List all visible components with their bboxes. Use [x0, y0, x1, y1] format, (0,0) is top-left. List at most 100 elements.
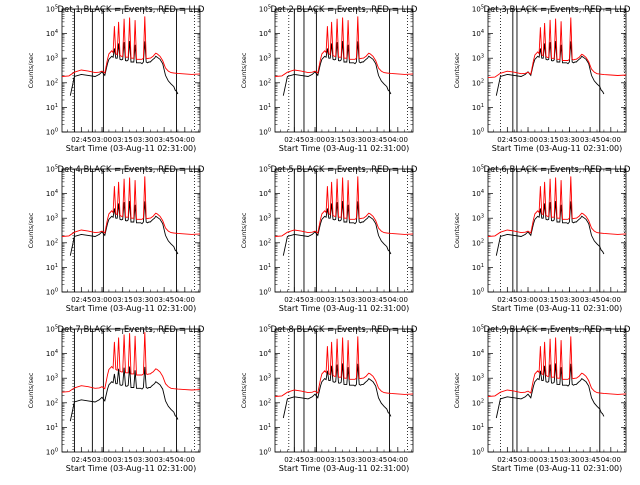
x-tick-label: 03:30 — [346, 136, 366, 144]
x-axis-label: Start Time (03-Aug-11 02:31:00) — [66, 304, 197, 313]
x-axis-label: Start Time (03-Aug-11 02:31:00) — [66, 144, 197, 153]
y-tick-label: 102 — [259, 398, 271, 407]
plot-frame — [61, 168, 201, 293]
y-axis-label: Counts/sec — [240, 372, 248, 408]
panel-det-1: 100 101 102 103 104 105 02:45 03:00 03:15 03:30 03… — [27, 5, 205, 154]
panel-title: Det 2 BLACK = Events, RED = LLD — [271, 5, 418, 15]
series-line-events — [69, 200, 179, 256]
x-tick-label: 02:45 — [497, 456, 517, 464]
x-tick-label: 03:00 — [518, 456, 538, 464]
x-tick-label: 03:00 — [92, 136, 112, 144]
y-tick-label: 105 — [472, 165, 484, 174]
y-tick-label: 100 — [259, 288, 271, 297]
y-axis-label: Counts/sec — [453, 52, 461, 88]
panel-det-9: 100 101 102 103 104 105 02:45 03:00 03:15 03:30 03… — [453, 325, 631, 474]
x-tick-label: 03:30 — [133, 296, 153, 304]
x-tick-label: 03:45 — [154, 456, 174, 464]
panel-det-3: 100 101 102 103 104 105 02:45 03:00 03:15 03:30 03… — [453, 5, 631, 154]
y-axis-label: Counts/sec — [453, 372, 461, 408]
series-line-lld — [62, 332, 200, 393]
y-tick-label: 103 — [259, 214, 271, 223]
x-axis-label: Start Time (03-Aug-11 02:31:00) — [279, 304, 410, 313]
y-tick-label: 104 — [46, 29, 58, 38]
x-tick-label: 03:45 — [154, 136, 174, 144]
y-axis-label: Counts/sec — [240, 212, 248, 248]
panel-title: Det 4 BLACK = Events, RED = LLD — [58, 165, 205, 175]
y-tick-label: 101 — [46, 263, 58, 272]
x-tick-label: 04:00 — [175, 456, 195, 464]
plot-frame — [487, 8, 627, 133]
y-tick-label: 103 — [46, 214, 58, 223]
y-tick-label: 100 — [46, 448, 58, 457]
x-tick-label: 03:15 — [326, 296, 346, 304]
x-tick-label: 03:45 — [580, 456, 600, 464]
panel-title: Det 1 BLACK = Events, RED = LLD — [58, 5, 205, 15]
y-axis-label: Counts/sec — [27, 52, 35, 88]
y-tick-label: 104 — [46, 189, 58, 198]
y-tick-label: 103 — [259, 374, 271, 383]
panel-title: Det 3 BLACK = Events, RED = LLD — [484, 5, 631, 15]
x-tick-label: 03:15 — [113, 136, 133, 144]
panel-det-7: 100 101 102 103 104 105 02:45 03:00 03:15 03:30 03… — [27, 325, 205, 474]
y-tick-label: 103 — [472, 214, 484, 223]
y-tick-label: 102 — [472, 78, 484, 87]
y-tick-label: 100 — [259, 128, 271, 137]
x-tick-label: 03:45 — [367, 456, 387, 464]
panel-title: Det 9 BLACK = Events, RED = LLD — [484, 325, 631, 335]
y-tick-label: 102 — [472, 238, 484, 247]
series-line-lld — [275, 16, 413, 77]
y-tick-label: 103 — [472, 374, 484, 383]
panel-det-4: 100 101 102 103 104 105 02:45 03:00 03:15 03:30 03… — [27, 165, 205, 314]
y-tick-label: 102 — [472, 398, 484, 407]
y-tick-label: 101 — [472, 423, 484, 432]
series-line-lld — [62, 176, 200, 237]
y-tick-label: 102 — [259, 78, 271, 87]
y-tick-label: 101 — [472, 103, 484, 112]
x-tick-label: 02:45 — [284, 456, 304, 464]
x-tick-label: 03:30 — [133, 136, 153, 144]
plot-frame — [274, 168, 414, 293]
plot-frame — [274, 8, 414, 133]
x-tick-label: 03:00 — [305, 296, 325, 304]
x-tick-label: 03:15 — [113, 456, 133, 464]
y-tick-label: 104 — [472, 349, 484, 358]
y-tick-label: 101 — [259, 263, 271, 272]
plot-frame — [487, 168, 627, 293]
x-tick-label: 03:45 — [580, 296, 600, 304]
y-tick-label: 102 — [46, 238, 58, 247]
x-tick-label: 03:15 — [539, 136, 559, 144]
x-tick-label: 03:45 — [154, 296, 174, 304]
x-tick-label: 03:00 — [305, 456, 325, 464]
x-tick-label: 03:00 — [518, 296, 538, 304]
y-tick-label: 100 — [472, 288, 484, 297]
panel-title: Det 7 BLACK = Events, RED = LLD — [58, 325, 205, 335]
y-tick-label: 105 — [46, 165, 58, 174]
panel-title: Det 6 BLACK = Events, RED = LLD — [484, 165, 631, 175]
x-tick-label: 03:15 — [113, 296, 133, 304]
y-tick-label: 105 — [472, 325, 484, 334]
x-tick-label: 02:45 — [284, 136, 304, 144]
x-axis-label: Start Time (03-Aug-11 02:31:00) — [66, 464, 197, 473]
y-tick-label: 100 — [472, 128, 484, 137]
y-tick-label: 103 — [259, 54, 271, 63]
x-tick-label: 04:00 — [601, 456, 621, 464]
y-axis-label: Counts/sec — [27, 372, 35, 408]
x-tick-label: 04:00 — [601, 296, 621, 304]
y-tick-label: 100 — [259, 448, 271, 457]
y-tick-label: 101 — [259, 423, 271, 432]
y-tick-label: 100 — [46, 128, 58, 137]
y-axis-label: Counts/sec — [27, 212, 35, 248]
y-tick-label: 103 — [46, 374, 58, 383]
y-tick-label: 101 — [46, 103, 58, 112]
x-tick-label: 04:00 — [388, 456, 408, 464]
y-tick-label: 103 — [46, 54, 58, 63]
x-tick-label: 03:30 — [559, 456, 579, 464]
y-tick-label: 105 — [46, 325, 58, 334]
y-tick-label: 102 — [259, 238, 271, 247]
y-tick-label: 105 — [259, 325, 271, 334]
x-tick-label: 03:15 — [539, 296, 559, 304]
x-tick-label: 04:00 — [388, 296, 408, 304]
y-tick-label: 105 — [472, 5, 484, 14]
y-tick-label: 104 — [259, 29, 271, 38]
y-tick-label: 101 — [259, 103, 271, 112]
